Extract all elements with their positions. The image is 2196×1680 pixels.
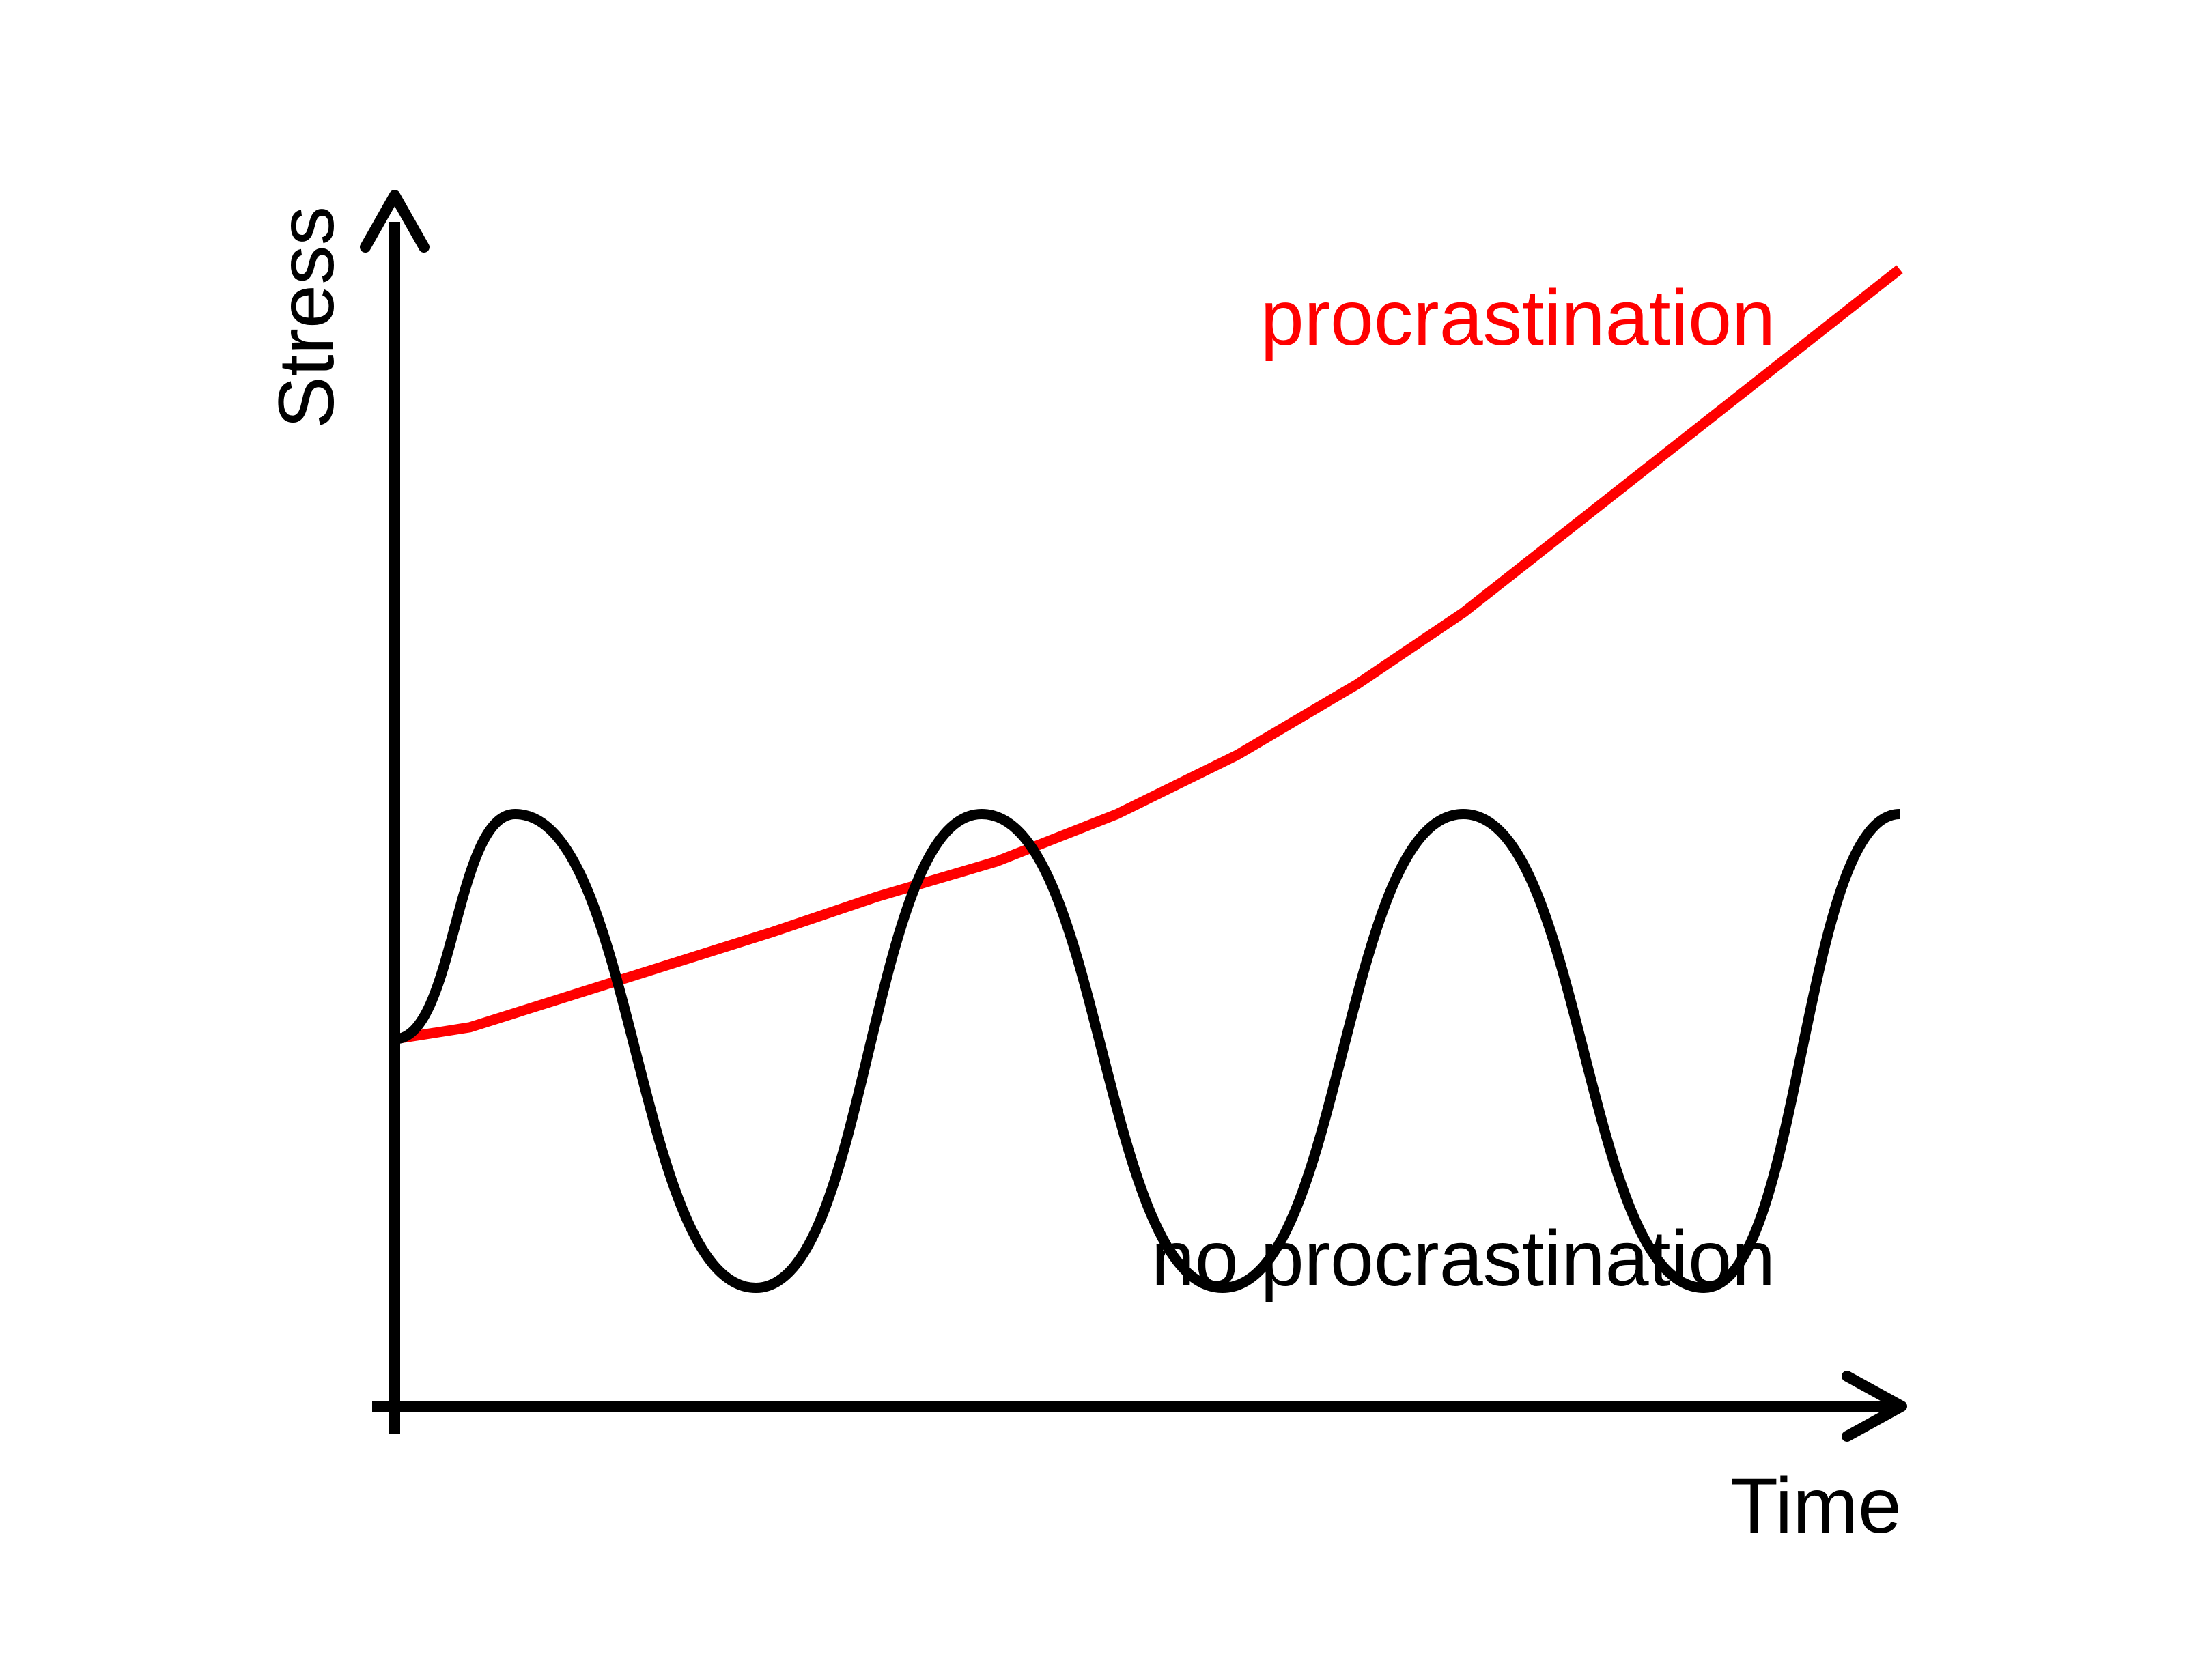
no-procrastination-annotation: no procrastination — [1151, 1215, 1775, 1302]
x-axis-label: Time — [1730, 1462, 1902, 1550]
y-axis-arrowhead — [360, 190, 430, 253]
series-layer — [393, 265, 1903, 1293]
x-axis-arrowhead — [1842, 1371, 1907, 1442]
procrastination-annotation: procrastination — [1261, 274, 1775, 362]
y-axis-label: Stress — [263, 206, 350, 429]
series-line-procrastination — [393, 265, 1903, 1044]
series-line-no-procrastination — [394, 809, 1900, 1293]
